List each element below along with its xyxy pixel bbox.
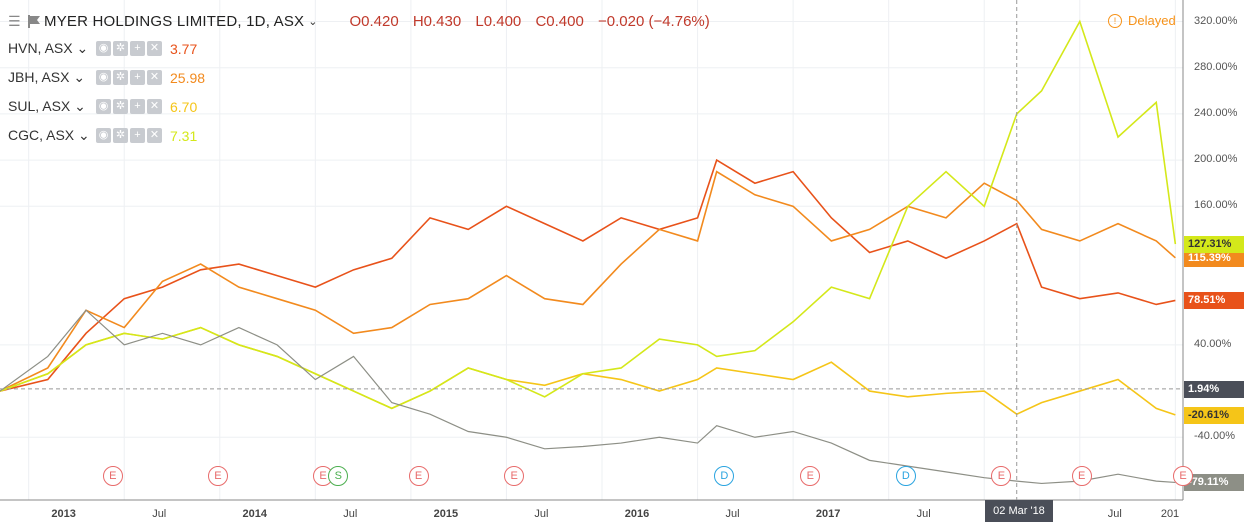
delayed-indicator[interactable]: ! Delayed xyxy=(1108,13,1176,28)
plus-icon[interactable]: + xyxy=(130,99,145,114)
event-marker-e[interactable]: E xyxy=(800,466,821,486)
event-marker-s[interactable]: S xyxy=(328,466,349,486)
x-tick-label: Jul xyxy=(152,508,167,520)
event-marker-e[interactable]: E xyxy=(991,466,1012,486)
gear-icon[interactable]: ✲ xyxy=(113,41,128,56)
close-icon[interactable]: ✕ xyxy=(147,99,162,114)
compare-symbol-row[interactable]: SUL, ASX ⌄ ◉ ✲ + ✕ 6.70 xyxy=(8,92,720,121)
event-marker-d[interactable]: D xyxy=(714,466,735,486)
symbol-action-buttons: ◉ ✲ + ✕ xyxy=(96,99,164,114)
compare-symbol-name[interactable]: HVN, ASX ⌄ xyxy=(8,40,89,56)
crosshair xyxy=(0,0,1183,500)
chart-legend: ☰ MYER HOLDINGS LIMITED, 1D, ASX ⌄ O0.42… xyxy=(8,8,720,150)
chevron-down-icon[interactable]: ⌄ xyxy=(308,15,318,28)
series-line-jbh[interactable] xyxy=(0,170,1176,392)
x-tick-label: 2014 xyxy=(242,508,268,520)
high-value: H0.430 xyxy=(412,12,462,30)
symbol-action-buttons: ◉ ✲ + ✕ xyxy=(96,41,164,56)
y-tick-label: 200.00% xyxy=(1194,153,1238,166)
series-line-myer-holdings-limited[interactable] xyxy=(0,309,1176,485)
x-tick-label: 2015 xyxy=(433,508,459,520)
close-value: C0.400 xyxy=(535,12,584,30)
ohlc-values: O0.420 H0.430 L0.400 C0.400 −0.020 (−4.7… xyxy=(349,13,719,30)
delayed-label: Delayed xyxy=(1128,13,1176,28)
y-tick-label: 240.00% xyxy=(1194,106,1238,119)
compare-symbol-list: HVN, ASX ⌄ ◉ ✲ + ✕ 3.77 JBH, ASX ⌄ ◉ ✲ + ✕ 25.98 SUL… xyxy=(8,34,720,150)
x-tick-label: 201 xyxy=(1160,508,1180,520)
series-value-tag: -20.61% xyxy=(1184,406,1244,424)
compare-symbol-name[interactable]: SUL, ASX ⌄ xyxy=(8,98,86,114)
symbol-action-buttons: ◉ ✲ + ✕ xyxy=(96,70,164,85)
close-icon[interactable]: ✕ xyxy=(147,41,162,56)
eye-icon[interactable]: ◉ xyxy=(96,128,111,143)
x-tick-label: 2017 xyxy=(815,508,841,520)
compare-symbol-row[interactable]: CGC, ASX ⌄ ◉ ✲ + ✕ 7.31 xyxy=(8,121,720,150)
compare-symbol-name[interactable]: JBH, ASX ⌄ xyxy=(8,69,86,85)
y-tick-label: 40.00% xyxy=(1194,337,1232,350)
series-value-tag: 115.39% xyxy=(1184,249,1244,267)
symbol-title[interactable]: MYER HOLDINGS LIMITED, 1D, ASX xyxy=(44,12,305,30)
low-value: L0.400 xyxy=(475,12,522,30)
x-tick-label: Jul xyxy=(534,508,549,520)
gear-icon[interactable]: ✲ xyxy=(113,70,128,85)
x-tick-label: 2013 xyxy=(51,508,76,520)
y-tick-label: -40.00% xyxy=(1194,430,1235,443)
compare-symbol-row[interactable]: HVN, ASX ⌄ ◉ ✲ + ✕ 3.77 xyxy=(8,34,720,63)
x-tick-label: Jul xyxy=(1107,508,1122,520)
x-tick-label: Jul xyxy=(343,508,358,520)
hamburger-icon[interactable]: ☰ xyxy=(8,12,21,29)
series-value-tag: -79.11% xyxy=(1184,474,1244,492)
x-tick-label: 2016 xyxy=(624,508,650,520)
compare-symbol-value: 3.77 xyxy=(170,40,198,57)
y-tick-label: 320.00% xyxy=(1194,14,1238,27)
main-symbol-row[interactable]: ☰ MYER HOLDINGS LIMITED, 1D, ASX ⌄ O0.42… xyxy=(8,8,720,34)
flag-icon xyxy=(28,14,40,28)
alert-icon: ! xyxy=(1108,13,1122,28)
change-value: −0.020 (−4.76%) xyxy=(598,12,710,30)
gear-icon[interactable]: ✲ xyxy=(113,128,128,143)
compare-symbol-value: 6.70 xyxy=(170,98,198,115)
symbol-action-buttons: ◉ ✲ + ✕ xyxy=(96,128,164,143)
eye-icon[interactable]: ◉ xyxy=(96,99,111,114)
open-value: O0.420 xyxy=(349,12,399,30)
eye-icon[interactable]: ◉ xyxy=(96,41,111,56)
x-tick-label: Jul xyxy=(725,508,740,520)
event-marker-e[interactable]: E xyxy=(504,466,525,486)
event-marker-e[interactable]: E xyxy=(102,466,123,486)
event-marker-e[interactable]: E xyxy=(207,466,228,486)
grid-lines xyxy=(0,0,1183,500)
series-line-hvn[interactable] xyxy=(0,158,1176,392)
y-tick-label: 160.00% xyxy=(1194,199,1238,212)
crosshair-date-label: 02 Mar '18 xyxy=(985,500,1053,522)
event-marker-e[interactable]: E xyxy=(408,466,429,486)
eye-icon[interactable]: ◉ xyxy=(96,70,111,85)
plus-icon[interactable]: + xyxy=(130,70,145,85)
compare-symbol-value: 25.98 xyxy=(170,69,206,86)
plus-icon[interactable]: + xyxy=(130,41,145,56)
event-marker-d[interactable]: D xyxy=(895,466,916,486)
series-value-tag: 78.51% xyxy=(1184,292,1244,310)
series-line-sul[interactable] xyxy=(0,326,1176,416)
series-line-cgc[interactable] xyxy=(0,19,1177,410)
event-marker-e[interactable]: E xyxy=(1071,466,1092,486)
compare-symbol-value: 7.31 xyxy=(170,127,198,144)
compare-symbol-name[interactable]: CGC, ASX ⌄ xyxy=(8,127,90,143)
close-icon[interactable]: ✕ xyxy=(147,70,162,85)
y-tick-label: 280.00% xyxy=(1194,60,1238,73)
compare-symbol-row[interactable]: JBH, ASX ⌄ ◉ ✲ + ✕ 25.98 xyxy=(8,63,720,92)
x-tick-label: Jul xyxy=(916,508,931,520)
close-icon[interactable]: ✕ xyxy=(147,128,162,143)
series-value-tag: 1.94% xyxy=(1184,380,1244,398)
event-marker-e[interactable]: E xyxy=(313,466,333,486)
plus-icon[interactable]: + xyxy=(130,128,145,143)
series-value-tag: 127.31% xyxy=(1184,236,1244,254)
event-marker-e[interactable]: E xyxy=(1173,466,1194,486)
gear-icon[interactable]: ✲ xyxy=(113,99,128,114)
